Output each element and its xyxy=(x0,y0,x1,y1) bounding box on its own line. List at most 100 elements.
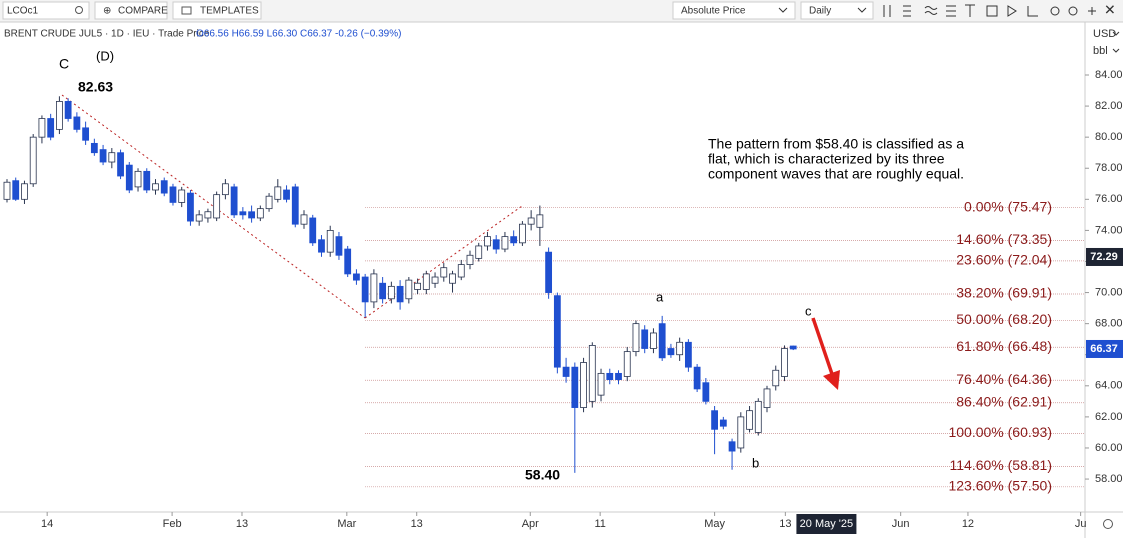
candle-body xyxy=(632,323,640,353)
fib-label: 23.60% (72.04) xyxy=(956,252,1052,268)
arrow-shaft xyxy=(811,317,834,375)
candle-body xyxy=(160,180,168,194)
candle-body xyxy=(615,372,622,380)
candle-body xyxy=(422,273,430,290)
x-tick-label: Feb xyxy=(163,518,182,530)
candle-body xyxy=(90,142,98,154)
x-tick-label: Mar xyxy=(337,518,356,530)
arrow-head xyxy=(823,370,840,390)
candle-body xyxy=(344,248,352,275)
candle-body xyxy=(256,208,264,219)
candle-body xyxy=(195,214,203,222)
y-tick-label: 58.00 xyxy=(1095,473,1123,485)
candle-body xyxy=(405,279,413,300)
candle-body xyxy=(335,236,343,256)
candle-body xyxy=(772,369,780,387)
settings-icon[interactable] xyxy=(1103,519,1113,529)
x-tick-label: 12 xyxy=(962,518,974,530)
low-label: 58.40 xyxy=(525,467,560,483)
compare-icon: ⊕ xyxy=(103,6,111,17)
y-tick-label: 80.00 xyxy=(1095,131,1123,143)
y-tick-label: 74.00 xyxy=(1095,224,1123,236)
candle-body xyxy=(571,366,579,408)
note-line: The pattern from $58.40 is classified as… xyxy=(708,136,964,152)
x-tick-label: 13 xyxy=(236,518,248,530)
candle-body xyxy=(562,366,570,377)
close-icon[interactable]: ✕ xyxy=(1104,2,1116,18)
candle-body xyxy=(283,189,290,200)
candle-body xyxy=(274,186,282,200)
candles xyxy=(3,96,797,473)
candle-body xyxy=(501,236,509,250)
candle-body xyxy=(361,276,369,303)
candle-body xyxy=(466,254,474,265)
compare-button[interactable] xyxy=(94,1,168,20)
axes: 58.0060.0062.0064.0066.0068.0070.0072.00… xyxy=(41,69,1123,534)
fib-label: 0.00% (75.47) xyxy=(964,198,1052,214)
candle-body xyxy=(47,118,55,138)
interval-select[interactable] xyxy=(800,1,874,20)
candle-body xyxy=(781,348,788,377)
candle-body xyxy=(746,410,753,430)
candle-body xyxy=(510,236,518,244)
currency[interactable]: USD xyxy=(1093,28,1116,40)
candle-body xyxy=(152,183,159,191)
templates-label: TEMPLATES xyxy=(200,6,259,17)
wave-label: a xyxy=(656,289,664,304)
y-tick-label: 84.00 xyxy=(1095,69,1123,81)
templates-button[interactable] xyxy=(172,1,262,20)
wave-label: b xyxy=(752,455,759,470)
candle-body xyxy=(588,345,596,402)
x-tick-label: 13 xyxy=(779,518,791,530)
candle-body xyxy=(64,101,72,119)
scale-label: Absolute Price xyxy=(681,6,746,17)
candle-body xyxy=(650,332,657,349)
candle-body xyxy=(309,217,317,244)
price-badge-label: 72.29 xyxy=(1090,251,1118,263)
candle-body xyxy=(623,351,631,377)
y-tick-label: 68.00 xyxy=(1095,318,1123,330)
cursor-date-box xyxy=(796,514,857,534)
candle-body xyxy=(169,186,177,203)
candle-body xyxy=(431,276,439,284)
wave-label: (D) xyxy=(96,48,114,63)
compare-label: COMPARE xyxy=(118,6,168,17)
fib-label: 76.40% (64.36) xyxy=(956,371,1052,387)
candle-body xyxy=(396,285,404,303)
candle-body xyxy=(291,186,299,225)
unit[interactable]: bbl xyxy=(1093,45,1108,57)
fib-levels: 0.00% (75.47) 14.60% (73.35) 23.60% (72.04… xyxy=(365,198,1085,494)
candle-body xyxy=(29,136,37,185)
y-tick-label: 70.00 xyxy=(1095,286,1123,298)
symbol-box[interactable] xyxy=(2,1,90,20)
high-label: 82.63 xyxy=(78,79,113,95)
x-tick-label: Ju xyxy=(1075,518,1087,530)
candle-body xyxy=(370,273,378,303)
candle-body xyxy=(326,230,334,253)
cursor-date-label: 20 May '25 xyxy=(800,518,853,530)
fib-label: 61.80% (66.48) xyxy=(956,338,1052,354)
price-badge xyxy=(1086,339,1123,358)
symbol: LCOc1 xyxy=(7,6,39,17)
x-tick-label: May xyxy=(704,518,725,530)
candle-body xyxy=(475,245,483,259)
candle-body xyxy=(187,192,194,222)
candle-body xyxy=(580,362,587,408)
candle-body xyxy=(248,211,255,219)
candle-body xyxy=(597,372,605,396)
fib-label: 123.60% (57.50) xyxy=(948,478,1052,494)
candle-body xyxy=(99,149,107,163)
x-tick-label: 14 xyxy=(41,518,53,530)
y-tick-label: 82.00 xyxy=(1095,100,1123,112)
candle-body xyxy=(213,194,221,219)
search-icon xyxy=(75,6,83,14)
y-tick-label: 62.00 xyxy=(1095,411,1123,423)
candle-body xyxy=(134,170,142,188)
y-tick-label: 60.00 xyxy=(1095,442,1123,454)
candle-body xyxy=(737,416,745,449)
candle-body xyxy=(239,211,247,216)
y-tick-label: 76.00 xyxy=(1095,193,1123,205)
y-tick-label: 64.00 xyxy=(1095,380,1123,392)
scale-select[interactable] xyxy=(672,1,796,20)
